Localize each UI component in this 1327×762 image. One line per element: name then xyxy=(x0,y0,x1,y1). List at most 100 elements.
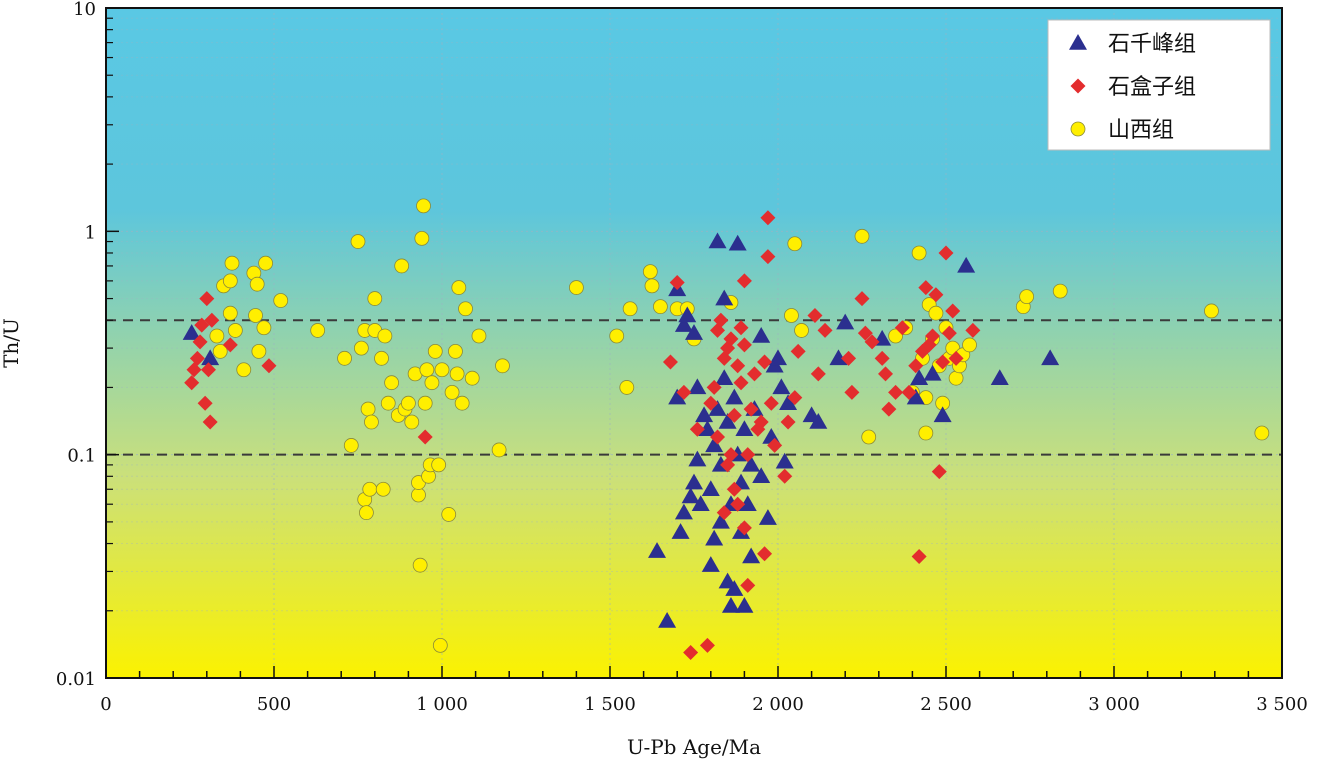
data-point xyxy=(471,328,487,344)
data-point xyxy=(209,328,225,344)
legend-label: 石千峰组 xyxy=(1108,32,1196,57)
data-point xyxy=(878,366,894,382)
y-axis-title: Th/U xyxy=(0,318,23,368)
data-point xyxy=(310,323,326,338)
data-point xyxy=(736,273,752,289)
data-point xyxy=(412,557,428,573)
data-point xyxy=(375,481,391,497)
data-point xyxy=(337,350,352,366)
data-point xyxy=(394,258,410,274)
y-tick-label: 10 xyxy=(73,0,96,20)
data-point xyxy=(769,349,787,366)
data-point xyxy=(733,375,749,391)
data-point xyxy=(742,455,761,472)
data-point xyxy=(669,275,685,291)
data-point xyxy=(1019,289,1035,305)
x-axis: 0 500 1 000 1 500 2 000 2 500 3 000 3 500 xyxy=(100,666,1308,715)
data-point xyxy=(212,343,228,359)
data-point xyxy=(730,358,746,374)
data-point xyxy=(925,328,941,344)
series-circle xyxy=(209,198,1270,653)
data-point xyxy=(928,287,944,303)
data-point xyxy=(763,395,779,411)
data-point xyxy=(1254,425,1270,441)
legend-label: 石盒子组 xyxy=(1108,75,1196,100)
data-point xyxy=(224,255,240,271)
data-point xyxy=(836,313,855,330)
data-point xyxy=(935,354,951,370)
data-point xyxy=(671,523,690,539)
data-point xyxy=(182,324,201,340)
data-point xyxy=(854,228,870,244)
series-diamond xyxy=(184,210,981,661)
data-point xyxy=(723,331,739,347)
data-point xyxy=(192,334,208,350)
legend-marker xyxy=(1069,34,1087,50)
data-point xyxy=(416,198,431,214)
data-point xyxy=(569,280,584,295)
data-point xyxy=(757,354,773,370)
data-point xyxy=(713,312,729,328)
data-point xyxy=(941,325,957,341)
data-point xyxy=(658,611,677,628)
data-point xyxy=(910,369,929,385)
data-point xyxy=(676,384,692,400)
data-point xyxy=(189,350,205,366)
data-point xyxy=(957,256,976,273)
data-point xyxy=(911,548,927,564)
data-point xyxy=(695,406,714,423)
data-point xyxy=(362,481,378,497)
data-point xyxy=(809,413,828,429)
data-point xyxy=(864,334,880,350)
data-point xyxy=(199,291,215,307)
data-point xyxy=(186,362,202,378)
data-point xyxy=(1041,349,1060,366)
data-point xyxy=(965,322,981,338)
data-point xyxy=(787,236,803,252)
data-point xyxy=(644,278,660,294)
plot-frame xyxy=(105,7,1283,679)
data-point xyxy=(760,210,776,226)
data-point xyxy=(923,364,942,381)
data-point xyxy=(740,577,756,593)
x-tick-label: 0 xyxy=(100,694,111,715)
data-point xyxy=(725,580,744,596)
data-point xyxy=(360,401,376,417)
data-point xyxy=(716,505,732,521)
data-point xyxy=(705,436,724,453)
data-point xyxy=(928,305,944,321)
data-point xyxy=(648,542,667,558)
data-point xyxy=(681,487,700,504)
data-point xyxy=(258,255,274,271)
data-point xyxy=(678,306,697,323)
data-point xyxy=(609,328,625,344)
data-point xyxy=(495,358,510,374)
data-point xyxy=(1052,283,1068,299)
data-point xyxy=(451,280,467,295)
data-point xyxy=(780,414,796,430)
data-point xyxy=(273,293,289,308)
data-point xyxy=(350,234,366,249)
data-point xyxy=(718,413,737,429)
data-point xyxy=(787,390,803,406)
data-point xyxy=(384,375,400,391)
data-point xyxy=(417,395,433,411)
x-tick-label: 2 500 xyxy=(920,694,972,715)
data-point xyxy=(454,395,470,411)
data-point xyxy=(772,378,791,395)
data-point xyxy=(807,307,823,323)
data-point xyxy=(689,421,705,437)
data-point xyxy=(194,317,210,333)
data-point xyxy=(906,388,925,405)
data-point xyxy=(721,597,740,613)
data-point xyxy=(444,385,460,400)
data-point xyxy=(715,369,734,385)
data-point xyxy=(424,375,440,391)
data-point xyxy=(184,375,200,391)
data-point xyxy=(222,305,238,321)
y-tick-label: 0.01 xyxy=(56,669,96,690)
data-point xyxy=(794,323,809,338)
data-point xyxy=(236,362,252,378)
y-tick-label: 1 xyxy=(85,222,96,243)
data-point xyxy=(653,299,668,315)
